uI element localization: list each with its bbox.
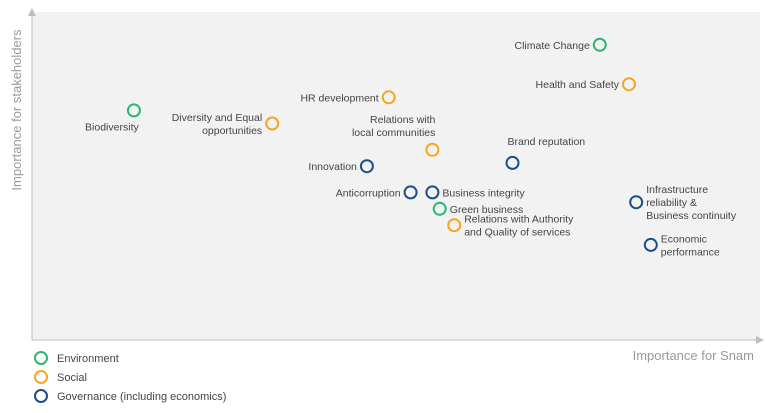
label-infrastructure-reliability-business-continuity-line-3: Business continuity [646,210,737,222]
legend-marker-environment [34,351,48,365]
label-business-integrity: Business integrity [442,187,525,199]
legend-label-social: Social [57,372,87,384]
label-brand-reputation: Brand reputation [508,136,586,148]
point-green-business [432,201,447,216]
y-axis-title: Importance for stakeholders [9,29,24,191]
point-biodiversity [126,103,141,118]
legend-marker-governance [34,389,48,403]
legend: Environment Social Governance (including e… [34,351,226,403]
label-relations-with-authority-and-quality-of-services-line-2: and Quality of services [464,227,570,239]
y-axis-arrow [28,8,36,16]
label-economic-performance-line-2: performance [661,246,720,258]
legend-label-environment: Environment [57,353,119,365]
point-innovation [359,159,374,174]
label-innovation: Innovation [308,161,357,173]
point-infrastructure-reliability-business-continuity [629,195,644,210]
point-relations-with-authority-and-quality-of-services [447,218,462,233]
label-infrastructure-reliability-business-continuity-line-2: reliability & [646,197,697,209]
point-diversity-and-equal-opportunities [265,116,280,131]
label-health-and-safety: Health and Safety [536,79,620,91]
data-points: Climate Change Health and Safety HR develo… [85,37,737,258]
label-climate-change: Climate Change [515,40,590,52]
plot-area [32,12,760,340]
point-business-integrity [425,185,440,200]
label-biodiversity: Biodiversity [85,121,139,133]
label-diversity-and-equal-opportunities-line-1: Diversity and Equal [172,112,262,124]
label-infrastructure-reliability-business-continuity-line-1: Infrastructure [646,184,708,196]
label-anticorruption: Anticorruption [336,187,401,199]
label-economic-performance-line-1: Economic [661,233,707,245]
point-relations-with-local-communities [425,142,440,157]
label-relations-with-local-communities-line-1: Relations with [370,114,436,126]
point-hr-development [381,90,396,105]
legend-label-governance: Governance (including economics) [57,391,226,403]
label-relations-with-local-communities-line-2: local communities [352,127,435,139]
legend-marker-social [34,370,48,384]
point-brand-reputation [505,155,520,170]
x-axis-arrow [756,336,764,344]
label-diversity-and-equal-opportunities-line-2: opportunities [202,125,262,137]
point-climate-change [592,37,607,52]
label-relations-with-authority-and-quality-of-services-line-1: Relations with Authority [464,214,574,226]
point-anticorruption [403,185,418,200]
x-axis-title: Importance for Snam [633,348,754,363]
label-green-business: Green business [450,204,524,216]
label-hr-development: HR development [300,92,378,104]
point-health-and-safety [622,77,636,92]
point-economic-performance [643,237,658,252]
